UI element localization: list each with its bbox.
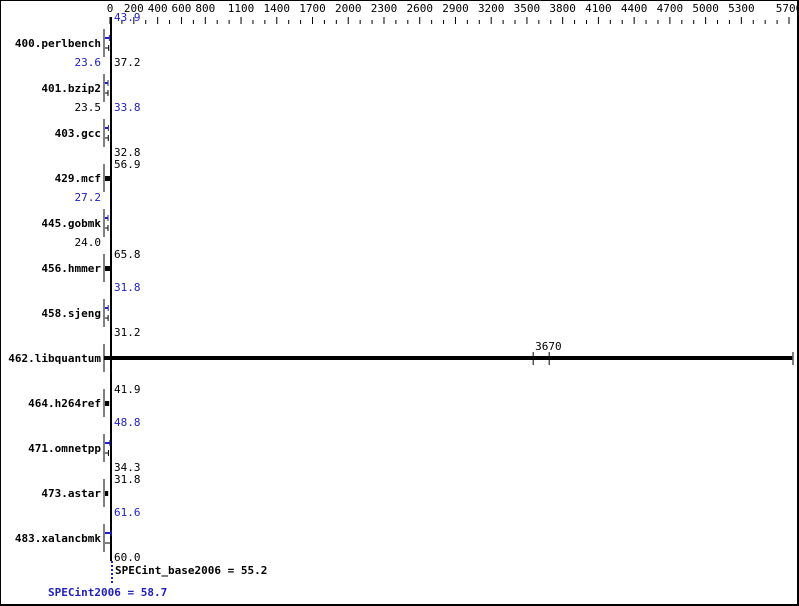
peak-value-label: 33.8 xyxy=(114,101,141,114)
benchmark-label: 473.astar xyxy=(41,487,101,500)
base-bar xyxy=(105,401,110,406)
benchmark-label: 429.mcf xyxy=(55,172,101,185)
x-tick-label: 5000 xyxy=(692,2,719,15)
peak-value-label: 61.6 xyxy=(114,506,141,519)
x-tick-label: 4700 xyxy=(657,2,684,15)
base-value-label: 31.8 xyxy=(114,473,141,486)
base-value-label: 3670 xyxy=(535,340,562,353)
x-tick-label: 1400 xyxy=(264,2,291,15)
peak-value-label: 27.2 xyxy=(75,191,102,204)
benchmark-label: 401.bzip2 xyxy=(41,82,101,95)
base-value-label: 56.9 xyxy=(114,158,141,171)
x-tick-label: 600 xyxy=(172,2,192,15)
x-tick-label: 5300 xyxy=(728,2,755,15)
peak-value-label: 31.8 xyxy=(114,281,141,294)
base-summary-label: SPECint_base2006 = 55.2 xyxy=(115,564,267,577)
base-value-label: 37.2 xyxy=(114,56,141,69)
base-value-label: 23.5 xyxy=(75,101,102,114)
x-tick-label: 4400 xyxy=(621,2,648,15)
benchmark-label: 483.xalancbmk xyxy=(15,532,101,545)
base-value-label: 24.0 xyxy=(75,236,102,249)
x-tick-label: 1100 xyxy=(228,2,255,15)
base-bar xyxy=(105,176,111,181)
base-value-label: 34.3 xyxy=(114,461,141,474)
base-value-label: 65.8 xyxy=(114,248,141,261)
benchmark-label: 462.libquantum xyxy=(8,352,101,365)
base-value-label: 31.2 xyxy=(114,326,141,339)
base-bar xyxy=(105,491,109,496)
base-value-label: 41.9 xyxy=(114,383,141,396)
x-tick-label: 200 xyxy=(124,2,144,15)
benchmark-label: 471.omnetpp xyxy=(28,442,101,455)
x-tick-label: 0 xyxy=(107,2,114,15)
x-tick-label: 2300 xyxy=(371,2,398,15)
x-tick-label: 3500 xyxy=(514,2,541,15)
x-tick-label: 1700 xyxy=(299,2,326,15)
x-tick-label: 3200 xyxy=(478,2,505,15)
base-value-label: 32.8 xyxy=(114,146,141,159)
x-tick-label: 5700 xyxy=(776,2,798,15)
base-value-label: 60.0 xyxy=(114,551,141,564)
x-tick-label: 2000 xyxy=(335,2,362,15)
x-tick-label: 800 xyxy=(195,2,215,15)
x-tick-label: 400 xyxy=(148,2,168,15)
base-bar xyxy=(105,266,112,271)
peak-value-label: 23.6 xyxy=(75,56,102,69)
peak-value-label: 43.9 xyxy=(114,11,141,24)
x-tick-label: 4100 xyxy=(585,2,612,15)
benchmark-label: 445.gobmk xyxy=(41,217,101,230)
benchmark-label: 464.h264ref xyxy=(28,397,101,410)
benchmark-label: 403.gcc xyxy=(55,127,101,140)
benchmark-label: 458.sjeng xyxy=(41,307,101,320)
peak-value-label: 48.8 xyxy=(114,416,141,429)
x-tick-label: 3800 xyxy=(549,2,576,15)
x-tick-label: 2600 xyxy=(406,2,433,15)
x-tick-label: 2900 xyxy=(442,2,469,15)
peak-summary-label: SPECint2006 = 58.7 xyxy=(48,586,167,599)
benchmark-label: 400.perlbench xyxy=(15,37,101,50)
benchmark-label: 456.hmmer xyxy=(41,262,101,275)
